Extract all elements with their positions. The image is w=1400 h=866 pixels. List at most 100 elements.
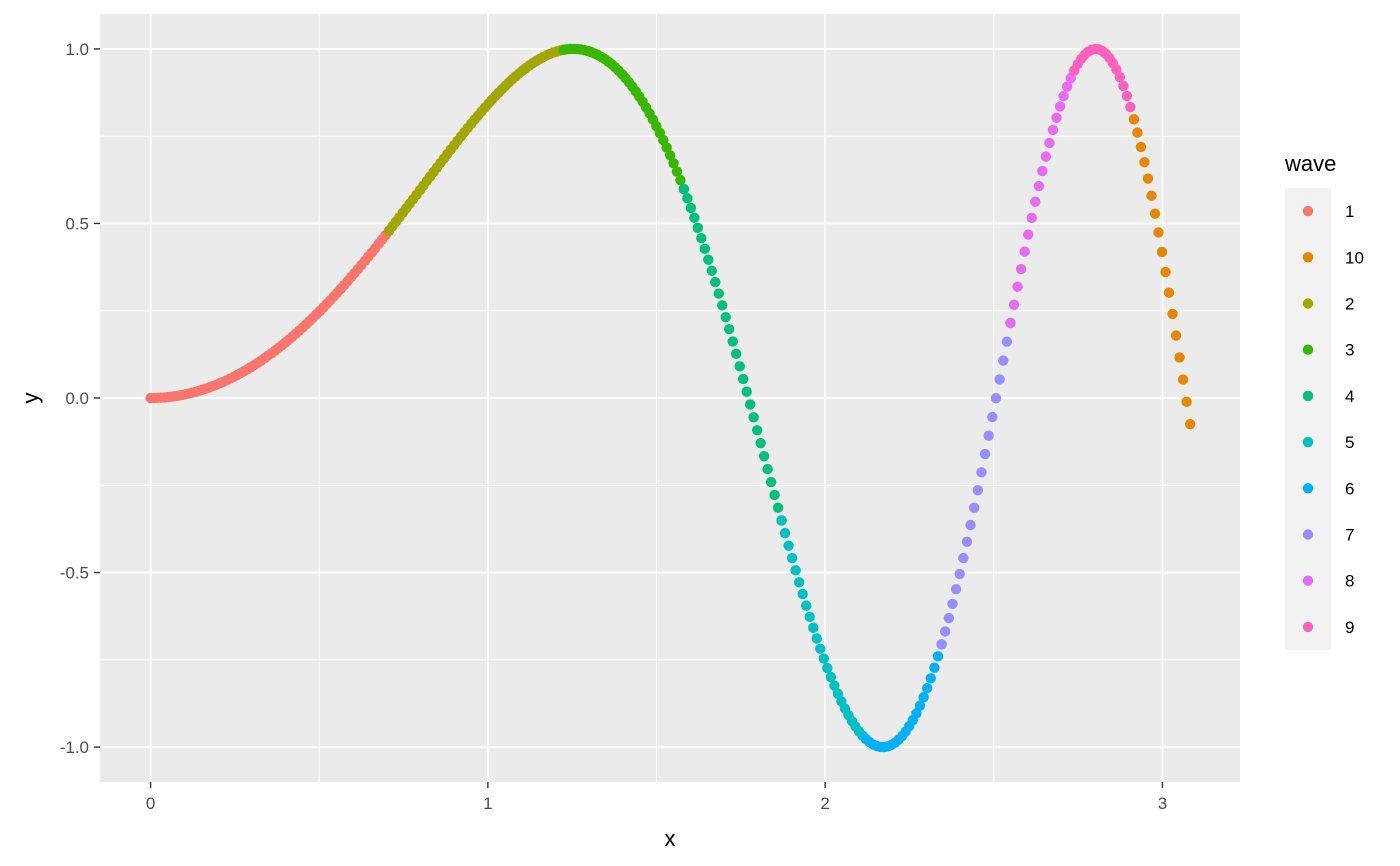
point-wave-9 (1121, 90, 1133, 102)
point-wave-7 (979, 448, 991, 460)
point-wave-6 (914, 700, 926, 711)
point-wave-4 (758, 450, 770, 462)
y-tick-label: 0.5 (65, 214, 89, 233)
point-wave-4 (734, 361, 745, 372)
point-wave-7 (961, 536, 973, 547)
point-wave-7 (940, 626, 951, 637)
point-wave-4 (755, 438, 766, 449)
point-wave-7 (947, 598, 958, 610)
point-wave-7 (976, 467, 987, 478)
point-wave-8 (1058, 90, 1069, 102)
legend-label-2: 2 (1345, 295, 1354, 314)
point-wave-5 (818, 653, 830, 664)
x-tick-label: 2 (820, 794, 829, 813)
legend-label-5: 5 (1345, 433, 1354, 452)
point-wave-5 (829, 680, 840, 691)
data-points (145, 43, 1196, 753)
point-wave-3 (675, 174, 686, 186)
legend-key-6 (1302, 483, 1314, 494)
point-wave-4 (762, 463, 773, 475)
point-wave-6 (932, 651, 944, 662)
y-tick-label: -0.5 (60, 564, 89, 583)
point-wave-4 (706, 265, 717, 276)
point-wave-10 (1174, 352, 1185, 363)
point-wave-10 (1184, 419, 1196, 430)
y-tick-label: -1.0 (60, 738, 89, 757)
y-tick-label: 1.0 (65, 40, 89, 59)
legend-label-10: 10 (1345, 248, 1364, 267)
point-wave-10 (1170, 330, 1182, 341)
point-wave-4 (737, 373, 749, 385)
point-wave-10 (1177, 374, 1189, 385)
y-axis: -1.0 -0.5 0.0 0.5 1.0 (60, 40, 100, 757)
legend-key-9 (1302, 621, 1314, 633)
point-wave-7 (983, 430, 994, 441)
point-wave-9 (1114, 71, 1126, 83)
point-wave-3 (664, 150, 676, 161)
legend-key-8 (1302, 575, 1314, 586)
point-wave-8 (1033, 180, 1045, 192)
legend-key-1 (1302, 205, 1314, 217)
point-wave-5 (801, 600, 812, 611)
point-wave-4 (696, 233, 707, 244)
point-wave-4 (765, 476, 777, 488)
point-wave-5 (808, 622, 819, 634)
point-wave-10 (1156, 246, 1168, 258)
point-wave-4 (689, 212, 700, 223)
point-wave-8 (1022, 229, 1034, 240)
legend-key-4 (1302, 390, 1314, 402)
legend-key-5 (1302, 436, 1314, 448)
point-wave-4 (678, 183, 690, 195)
legend-title: wave (1284, 151, 1336, 176)
legend-key-7 (1302, 529, 1314, 540)
point-wave-6 (925, 673, 936, 684)
point-wave-7 (990, 393, 1002, 404)
point-wave-8 (1051, 112, 1062, 123)
point-wave-6 (929, 662, 940, 673)
point-wave-5 (793, 577, 805, 588)
point-wave-10 (1149, 208, 1161, 219)
x-tick-label: 3 (1158, 794, 1167, 813)
point-wave-4 (710, 276, 721, 288)
point-wave-7 (969, 502, 980, 513)
point-wave-4 (769, 489, 780, 501)
legend-label-1: 1 (1345, 202, 1354, 221)
point-wave-4 (685, 202, 697, 214)
point-wave-5 (815, 643, 826, 654)
point-wave-10 (1142, 173, 1154, 184)
point-wave-5 (783, 540, 794, 551)
point-wave-4 (731, 348, 742, 360)
point-wave-6 (918, 692, 929, 703)
y-axis-title: y (18, 393, 43, 404)
point-wave-10 (1153, 227, 1164, 238)
point-wave-10 (1135, 141, 1147, 153)
point-wave-5 (776, 515, 787, 526)
point-wave-8 (1005, 317, 1016, 329)
point-wave-7 (1001, 336, 1013, 347)
point-wave-8 (1019, 246, 1030, 257)
point-wave-4 (744, 399, 756, 410)
point-wave-5 (779, 527, 791, 539)
x-tick-label: 0 (146, 794, 155, 813)
point-wave-6 (921, 682, 933, 694)
legend-key-10 (1302, 252, 1314, 263)
point-wave-4 (748, 412, 759, 423)
legend-label-3: 3 (1345, 341, 1354, 360)
point-wave-7 (998, 355, 1009, 366)
point-wave-5 (786, 552, 798, 564)
point-wave-4 (713, 288, 724, 299)
point-wave-10 (1128, 114, 1140, 125)
point-wave-8 (1040, 151, 1052, 162)
legend-key-background (1285, 188, 1331, 650)
point-wave-7 (936, 639, 947, 650)
point-wave-7 (965, 519, 976, 531)
point-wave-10 (1163, 287, 1175, 298)
point-wave-8 (1030, 196, 1041, 207)
x-tick-label: 1 (483, 794, 492, 813)
point-wave-8 (1054, 101, 1066, 112)
point-wave-5 (825, 671, 837, 683)
point-wave-5 (811, 633, 822, 644)
point-wave-7 (987, 411, 998, 423)
point-wave-10 (1181, 396, 1192, 408)
